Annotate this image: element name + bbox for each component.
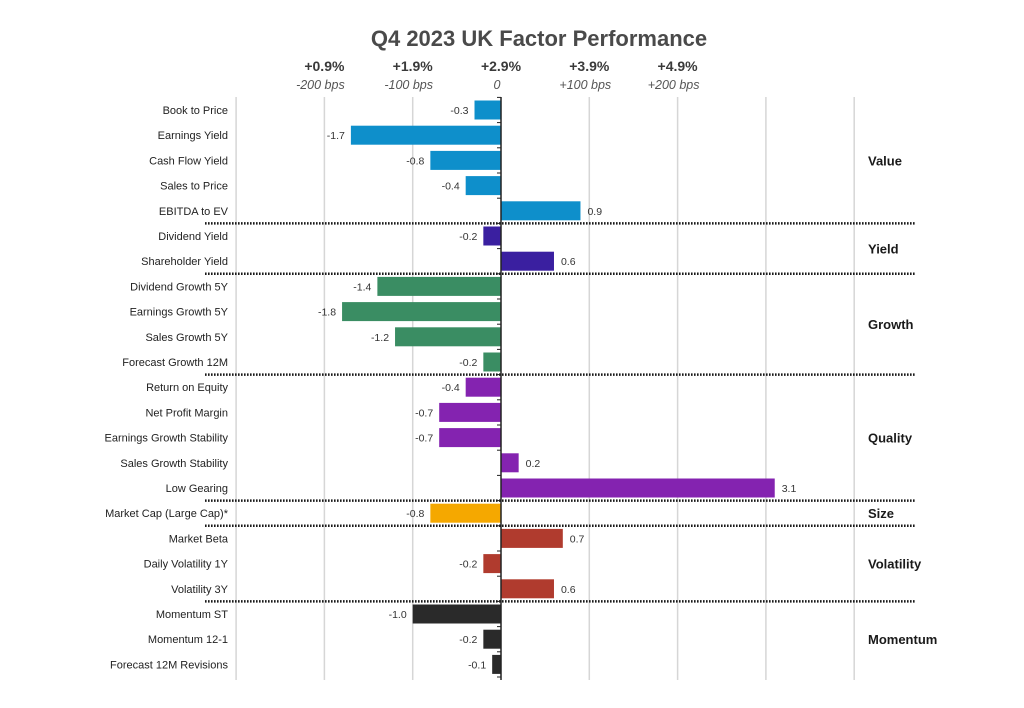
category-label: Sales Growth 5Y: [145, 332, 228, 344]
bar: [395, 327, 501, 347]
category-label: Momentum ST: [156, 609, 228, 621]
bar: [430, 503, 501, 523]
bar: [377, 276, 501, 296]
value-label: -0.3: [450, 105, 468, 117]
value-label: -1.0: [389, 609, 407, 621]
bar: [501, 453, 519, 473]
group-label: Momentum: [868, 632, 937, 647]
top-tick-sublabel: +100 bps: [559, 78, 611, 92]
value-label: 0.6: [561, 584, 576, 596]
category-label: Cash Flow Yield: [149, 155, 228, 167]
gridlines: [235, 97, 855, 680]
bar: [474, 100, 501, 120]
category-label: Market Cap (Large Cap)*: [105, 508, 229, 520]
top-tick-label: +1.9%: [393, 58, 434, 74]
bar: [501, 478, 775, 498]
group-separators: [205, 222, 915, 603]
value-label: -0.2: [459, 559, 477, 571]
zero-axis: [497, 96, 502, 680]
top-tick-sublabel: -200 bps: [296, 78, 345, 92]
bar: [483, 226, 501, 246]
group-label: Size: [868, 506, 894, 521]
bar: [483, 352, 501, 372]
bar: [501, 579, 554, 599]
value-label: -0.7: [415, 433, 433, 445]
category-label: Momentum 12-1: [148, 634, 228, 646]
bar: [501, 201, 581, 221]
value-label: -1.2: [371, 332, 389, 344]
bar: [350, 125, 501, 145]
category-label: Market Beta: [169, 533, 229, 545]
bar: [483, 554, 501, 574]
category-label: Shareholder Yield: [141, 256, 228, 268]
bar: [492, 654, 501, 674]
value-label: -0.2: [459, 634, 477, 646]
bar: [430, 150, 501, 170]
value-label: -0.8: [406, 155, 424, 167]
bar: [342, 302, 501, 322]
value-label: -0.4: [442, 181, 460, 193]
group-label: Growth: [868, 317, 914, 332]
chart-title: Q4 2023 UK Factor Performance: [371, 26, 707, 51]
top-tick-label: +0.9%: [304, 58, 345, 74]
category-label: Forecast Growth 12M: [122, 357, 228, 369]
value-label: -0.7: [415, 407, 433, 419]
value-label: 0.6: [561, 256, 576, 268]
group-label: Volatility: [868, 557, 922, 572]
group-label: Value: [868, 153, 902, 168]
bar: [501, 528, 563, 548]
category-labels: Book to Price Earnings Yield Cash Flow Yie…: [105, 105, 229, 671]
category-label: Volatility 3Y: [171, 584, 229, 596]
value-labels: -0.3 -1.7 -0.8 -0.4 0.9 -0.2 0.6 -1.4 -1.8 -1.2 -0…: [318, 105, 797, 671]
value-label: 0.7: [570, 533, 585, 545]
value-label: -1.7: [327, 130, 345, 142]
category-label: EBITDA to EV: [159, 206, 229, 218]
category-label: Sales Growth Stability: [120, 458, 228, 470]
category-label: Earnings Growth Stability: [105, 433, 229, 445]
value-label: -1.4: [353, 281, 371, 293]
bar: [439, 402, 501, 422]
category-label: Dividend Growth 5Y: [130, 281, 228, 293]
bars: [342, 100, 775, 674]
bar: [465, 377, 501, 397]
value-label: -0.2: [459, 357, 477, 369]
category-label: Daily Volatility 1Y: [144, 559, 229, 571]
value-label: 3.1: [782, 483, 797, 495]
category-label: Low Gearing: [166, 483, 228, 495]
value-label: -0.4: [442, 382, 460, 394]
group-label: Quality: [868, 431, 913, 446]
top-tick-sublabel: 0: [494, 78, 501, 92]
top-tick-label: +2.9%: [481, 58, 522, 74]
bar: [483, 629, 501, 649]
category-label: Earnings Yield: [158, 130, 228, 142]
value-label: -0.2: [459, 231, 477, 243]
bar: [465, 176, 501, 196]
bar: [412, 604, 501, 624]
category-label: Forecast 12M Revisions: [110, 659, 228, 671]
value-label: -0.1: [468, 659, 486, 671]
value-label: 0.2: [526, 458, 541, 470]
bar: [501, 251, 554, 271]
top-tick-sublabel: +200 bps: [648, 78, 700, 92]
value-label: -1.8: [318, 307, 336, 319]
group-label: Yield: [868, 242, 899, 257]
bar: [439, 428, 501, 448]
category-label: Return on Equity: [146, 382, 228, 394]
value-label: -0.8: [406, 508, 424, 520]
value-label: 0.9: [587, 206, 602, 218]
category-label: Sales to Price: [160, 181, 228, 193]
category-label: Net Profit Margin: [145, 407, 228, 419]
top-axis: +0.9% -200 bps +1.9% -100 bps +2.9% 0 +3.9% +10…: [296, 58, 699, 92]
category-label: Dividend Yield: [158, 231, 228, 243]
top-tick-label: +4.9%: [658, 58, 699, 74]
category-label: Earnings Growth 5Y: [130, 307, 229, 319]
top-tick-sublabel: -100 bps: [384, 78, 433, 92]
group-labels: Value Yield Growth Quality Size Volatility Mom…: [868, 153, 937, 647]
top-tick-label: +3.9%: [569, 58, 610, 74]
category-label: Book to Price: [163, 105, 228, 117]
